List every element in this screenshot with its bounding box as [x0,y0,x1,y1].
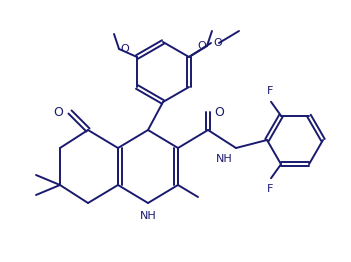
Text: NH: NH [216,154,233,164]
Text: O: O [120,44,129,54]
Text: F: F [267,86,273,96]
Text: F: F [267,184,273,194]
Text: O: O [53,106,63,118]
Text: O: O [213,38,222,48]
Text: NH: NH [140,211,157,221]
Text: O: O [214,106,224,118]
Text: O: O [197,41,206,51]
